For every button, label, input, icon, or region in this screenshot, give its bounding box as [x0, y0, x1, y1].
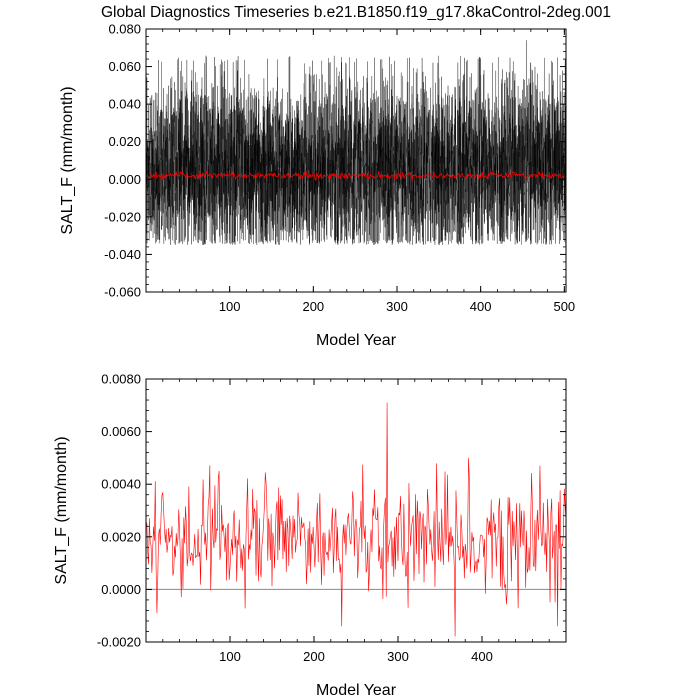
y-tick-label: 0.0000 [101, 582, 141, 597]
y-tick-label: 0.0060 [101, 424, 141, 439]
bottom-plot-frame [145, 378, 567, 643]
top-panel: -0.060 -0.040 -0.020 0.000 0.020 0.040 0.060 0.… [59, 22, 575, 350]
x-axis-label: Model Year [316, 332, 397, 349]
x-tick-label: 100 [219, 649, 241, 664]
y-tick-label: 0.0040 [101, 477, 141, 492]
top-plot-area [146, 40, 566, 246]
y-tick-label: 0.0020 [101, 529, 141, 544]
y-tick-label: -0.060 [104, 285, 141, 300]
x-tick-label: 400 [471, 649, 493, 664]
annual-mean-series-line [146, 170, 565, 182]
y-tick-label: -0.020 [104, 209, 141, 224]
y-tick-label: 0.040 [108, 97, 141, 112]
y-tick-label: 0.000 [108, 172, 141, 187]
y-axis-label: SALT_F (mm/month) [59, 86, 76, 234]
x-tick-label: 300 [387, 649, 409, 664]
y-tick-label: 0.0080 [101, 372, 141, 387]
x-tick-label: 300 [386, 299, 408, 314]
x-tick-label: 200 [302, 299, 324, 314]
y-tick-label: -0.0020 [97, 635, 141, 650]
top-plot-frame [145, 28, 567, 293]
monthly-series-line [146, 40, 566, 246]
x-tick-label: 500 [553, 299, 575, 314]
y-tick-label: 0.020 [108, 134, 141, 149]
y-tick-label: 0.060 [108, 59, 141, 74]
annual-mean-series-line [146, 402, 566, 637]
y-tick-label: 0.080 [108, 22, 141, 37]
x-axis-label: Model Year [316, 682, 397, 699]
y-axis-label: SALT_F (mm/month) [53, 436, 70, 584]
bottom-panel: -0.0020 0.0000 0.0020 0.0040 0.0060 0.0080 100… [53, 372, 567, 699]
x-tick-label: 100 [219, 299, 241, 314]
x-tick-label: 400 [470, 299, 492, 314]
chart-title: Global Diagnostics Timeseries b.e21.B185… [101, 4, 611, 21]
x-tick-label: 200 [303, 649, 325, 664]
y-tick-label: -0.040 [104, 247, 141, 262]
bottom-plot-area [146, 402, 566, 637]
